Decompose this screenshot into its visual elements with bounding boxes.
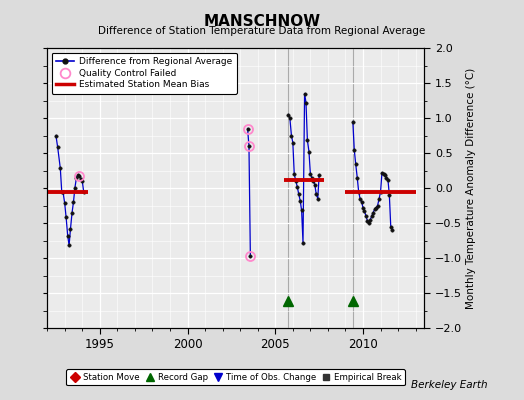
Text: Difference of Station Temperature Data from Regional Average: Difference of Station Temperature Data f… [99,26,425,36]
Legend: Station Move, Record Gap, Time of Obs. Change, Empirical Break: Station Move, Record Gap, Time of Obs. C… [67,370,405,385]
Text: Berkeley Earth: Berkeley Earth [411,380,487,390]
Text: MANSCHNOW: MANSCHNOW [203,14,321,29]
Y-axis label: Monthly Temperature Anomaly Difference (°C): Monthly Temperature Anomaly Difference (… [466,67,476,309]
